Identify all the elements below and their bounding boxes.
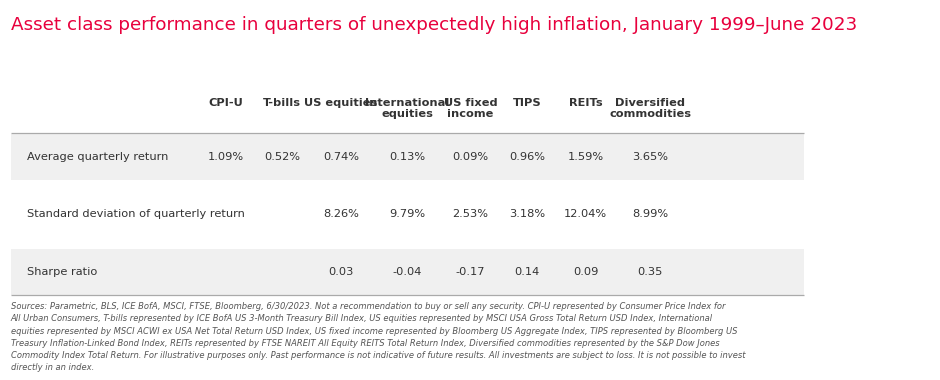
Text: REITs: REITs bbox=[569, 98, 603, 108]
Text: 0.74%: 0.74% bbox=[323, 152, 359, 162]
Text: T-bills: T-bills bbox=[263, 98, 301, 108]
Text: 3.65%: 3.65% bbox=[633, 152, 668, 162]
Text: 8.26%: 8.26% bbox=[323, 209, 359, 219]
Text: Sharpe ratio: Sharpe ratio bbox=[27, 267, 98, 277]
Text: US fixed
income: US fixed income bbox=[444, 98, 497, 119]
Text: International
equities: International equities bbox=[366, 98, 449, 119]
Text: 0.96%: 0.96% bbox=[509, 152, 545, 162]
Text: US equities: US equities bbox=[305, 98, 378, 108]
Text: 0.09: 0.09 bbox=[572, 267, 598, 277]
Text: 0.09%: 0.09% bbox=[452, 152, 489, 162]
Text: 3.18%: 3.18% bbox=[509, 209, 545, 219]
Text: TIPS: TIPS bbox=[513, 98, 541, 108]
Text: 0.14: 0.14 bbox=[515, 267, 540, 277]
Text: -0.17: -0.17 bbox=[456, 267, 485, 277]
Text: CPI-U: CPI-U bbox=[208, 98, 243, 108]
Text: 1.59%: 1.59% bbox=[568, 152, 603, 162]
Text: 12.04%: 12.04% bbox=[564, 209, 607, 219]
Text: Average quarterly return: Average quarterly return bbox=[27, 152, 168, 162]
Text: 0.52%: 0.52% bbox=[264, 152, 300, 162]
Text: Diversified
commodities: Diversified commodities bbox=[609, 98, 691, 119]
Text: 9.79%: 9.79% bbox=[389, 209, 426, 219]
Text: 0.35: 0.35 bbox=[637, 267, 663, 277]
Text: 2.53%: 2.53% bbox=[453, 209, 489, 219]
Bar bbox=[11, 192, 804, 237]
Text: 0.03: 0.03 bbox=[328, 267, 353, 277]
Text: 1.09%: 1.09% bbox=[208, 152, 243, 162]
Text: Sources: Parametric, BLS, ICE BofA, MSCI, FTSE, Bloomberg, 6/30/2023. Not a reco: Sources: Parametric, BLS, ICE BofA, MSCI… bbox=[11, 302, 745, 372]
Text: Asset class performance in quarters of unexpectedly high inflation, January 1999: Asset class performance in quarters of u… bbox=[11, 16, 857, 34]
Text: 8.99%: 8.99% bbox=[633, 209, 668, 219]
Text: 0.13%: 0.13% bbox=[389, 152, 426, 162]
Text: Standard deviation of quarterly return: Standard deviation of quarterly return bbox=[27, 209, 245, 219]
Text: -0.04: -0.04 bbox=[393, 267, 422, 277]
Bar bbox=[11, 134, 804, 180]
Bar bbox=[11, 249, 804, 294]
